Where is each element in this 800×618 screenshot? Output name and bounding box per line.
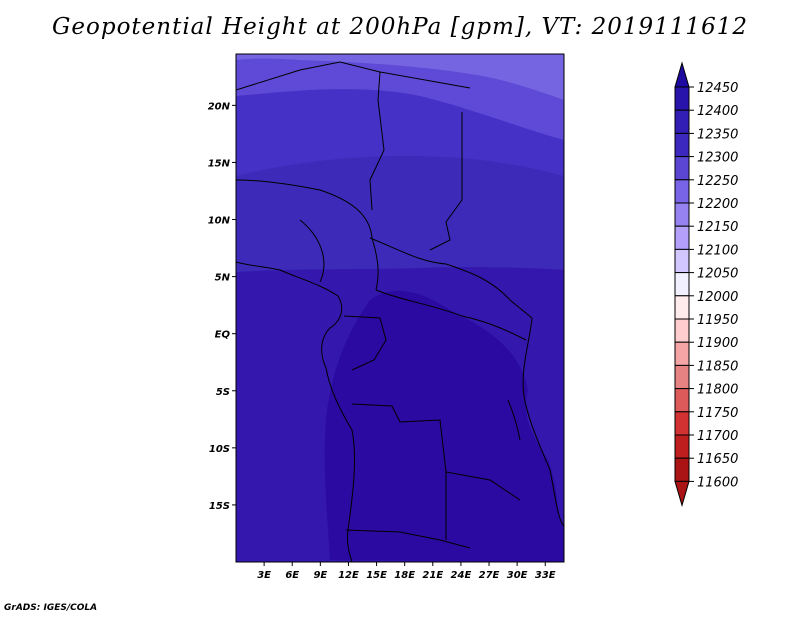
colorbar-label: 11650 xyxy=(697,452,738,467)
coastline-west-africa xyxy=(236,261,356,562)
field-layer xyxy=(236,54,564,562)
colorbar-swatch-10 xyxy=(674,318,690,343)
lon-tick-label: 27E xyxy=(479,570,500,581)
colorbar-label: 11800 xyxy=(697,383,738,398)
colorbar-arrow-top xyxy=(674,61,690,88)
lat-tick-label: 10N xyxy=(208,216,231,227)
colorbar-swatch-1 xyxy=(674,109,690,134)
colorbar-label: 12450 xyxy=(697,81,738,96)
colorbar-label: 12000 xyxy=(697,290,738,305)
colorbar-arrow-bottom xyxy=(674,480,690,508)
border-south-1 xyxy=(345,529,471,549)
colorbar-swatch-12 xyxy=(674,364,690,390)
field-band-12200 xyxy=(236,54,564,100)
field-band-12450 xyxy=(324,290,564,562)
lat-tick-label: EQ xyxy=(215,330,231,341)
colorbar-swatch-2 xyxy=(674,132,690,158)
lon-tick-label: 18E xyxy=(394,570,415,581)
colorbar-label: 12400 xyxy=(697,104,738,119)
colorbar-swatch-8 xyxy=(674,272,690,297)
colorbar-label: 12350 xyxy=(697,127,738,142)
colorbar: 12450 12400 12350 12300 12250 12200 12150 12100… xyxy=(674,61,738,508)
colorbar-label: 12200 xyxy=(697,197,738,212)
lat-tick-label: 5N xyxy=(215,273,231,284)
lon-tick-label: 9E xyxy=(313,570,327,581)
colorbar-swatch-6 xyxy=(674,225,690,250)
colorbar-swatch-11 xyxy=(674,341,690,366)
lon-tick-label: 21E xyxy=(422,570,443,581)
colorbar-swatch-5 xyxy=(674,202,690,227)
border-central-2 xyxy=(369,237,533,319)
country-borders xyxy=(236,61,564,562)
colorbar-label: 11700 xyxy=(697,429,738,444)
colorbar-label: 11850 xyxy=(697,359,738,374)
colorbar-label: 12050 xyxy=(697,267,738,282)
latitude-axis: 20N 15N 10N 5N EQ 5S 10S 15S xyxy=(208,101,236,512)
border-east xyxy=(522,317,564,527)
colorbar-swatch-16 xyxy=(674,457,690,482)
border-north-3 xyxy=(429,112,463,251)
lon-tick-label: 15E xyxy=(366,570,387,581)
colorbar-label: 12250 xyxy=(697,174,738,189)
border-north-1 xyxy=(236,61,471,91)
colorbar-swatch-13 xyxy=(674,388,690,413)
lat-tick-label: 20N xyxy=(208,101,231,112)
border-congo-2 xyxy=(351,403,521,501)
lon-tick-label: 6E xyxy=(285,570,299,581)
lon-tick-label: 24E xyxy=(451,570,472,581)
colorbar-label: 11600 xyxy=(697,475,738,490)
colorbar-swatch-15 xyxy=(674,434,690,459)
colorbar-swatch-9 xyxy=(674,295,690,320)
colorbar-swatch-4 xyxy=(674,179,690,204)
colorbar-label: 11950 xyxy=(697,313,738,328)
lon-tick-label: 3E xyxy=(257,570,271,581)
colorbar-label: 12300 xyxy=(697,151,738,166)
lat-tick-label: 15N xyxy=(208,158,231,169)
lake-tanganyika xyxy=(507,399,521,441)
lat-tick-label: 15S xyxy=(209,501,230,512)
map-frame xyxy=(235,53,565,563)
colorbar-swatch-3 xyxy=(674,156,690,181)
grads-credit: GrADS: IGES/COLA xyxy=(4,603,98,613)
colorbar-label: 11750 xyxy=(697,406,738,421)
colorbar-swatch-0 xyxy=(674,86,690,111)
lat-tick-label: 10S xyxy=(209,444,230,455)
colorbar-swatch-14 xyxy=(674,411,690,436)
colorbar-label: 12150 xyxy=(697,220,738,235)
colorbar-swatch-7 xyxy=(674,248,690,274)
lon-tick-label: 30E xyxy=(507,570,528,581)
lon-tick-label: 12E xyxy=(338,570,359,581)
lon-tick-label: 33E xyxy=(535,570,556,581)
colorbar-label: 12100 xyxy=(697,243,738,258)
colorbar-label: 11900 xyxy=(697,336,738,351)
border-central-1 xyxy=(299,219,325,283)
border-central-3 xyxy=(375,289,527,341)
longitude-axis: 3E 6E 9E 12E 15E 18E 21E 24E 27E 30E 33E xyxy=(257,562,556,581)
border-north-2 xyxy=(369,71,385,211)
border-congo-1 xyxy=(343,315,387,371)
lat-tick-label: 5S xyxy=(216,387,230,398)
map-title: Geopotential Height at 200hPa [gpm], VT:… xyxy=(52,14,748,40)
border-sahel xyxy=(236,179,379,291)
